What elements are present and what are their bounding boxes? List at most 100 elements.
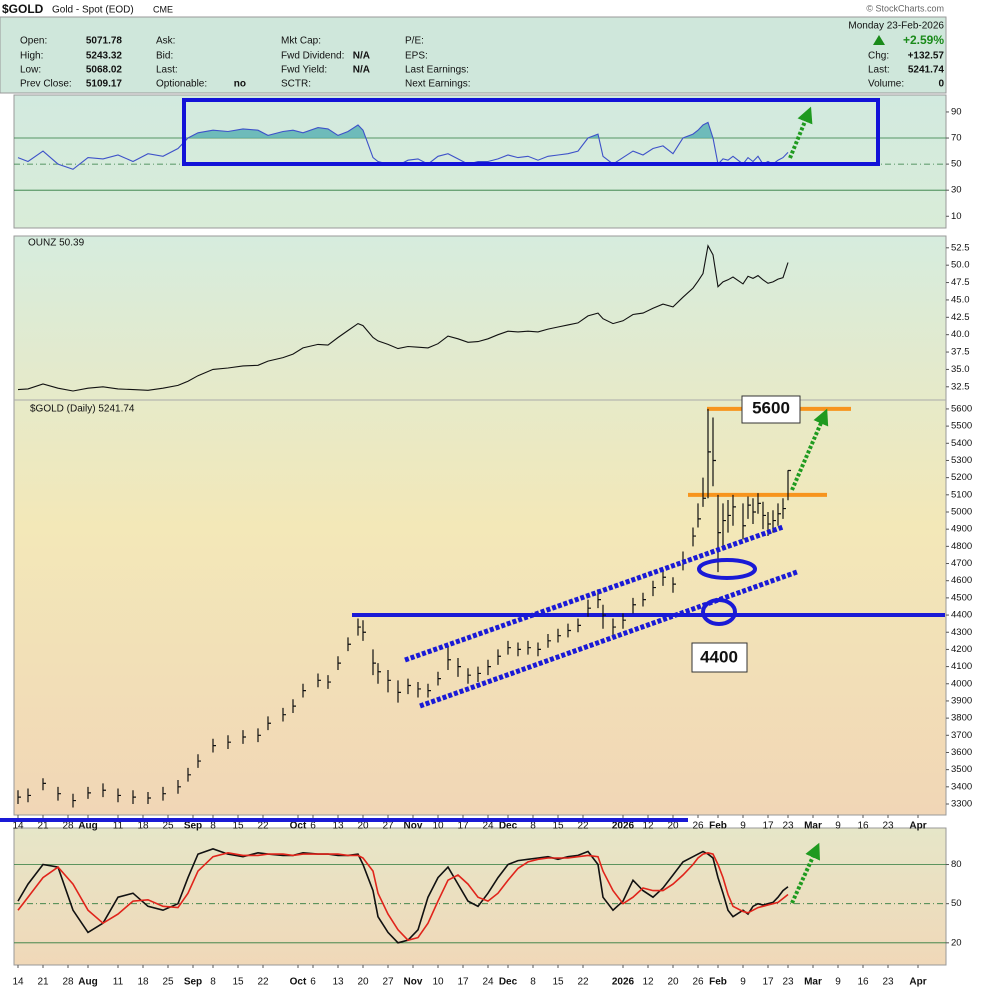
ohlc-bar xyxy=(147,791,151,805)
x-tick-label: 13 xyxy=(332,977,344,988)
x-tick-label: 12 xyxy=(642,821,654,832)
field-label: High: xyxy=(20,51,43,62)
line xyxy=(17,851,789,942)
y-tick-label: 5200 xyxy=(951,472,972,483)
ohlc-bar xyxy=(547,633,551,648)
annotation-label: 5600 xyxy=(752,398,790,417)
ohlc-bar xyxy=(757,493,761,514)
price-panel xyxy=(13,235,947,816)
x-tick-label: 21 xyxy=(37,977,49,988)
label-box xyxy=(741,395,801,424)
ohlc-bar xyxy=(662,570,666,586)
copyright: © StockCharts.com xyxy=(866,3,944,13)
overbought-fill xyxy=(18,122,788,139)
x-tick-label: 9 xyxy=(835,821,841,832)
x-tick-label: 25 xyxy=(162,821,174,832)
x-tick-label: 13 xyxy=(332,821,344,832)
y-tick-label: 45.0 xyxy=(951,294,970,305)
ohlc-bar xyxy=(787,469,791,501)
x-tick-label: 18 xyxy=(137,821,149,832)
field-value: 0 xyxy=(938,79,944,90)
ohlc-bar xyxy=(612,618,616,638)
ohlc-bar xyxy=(407,678,411,695)
ohlc-bar xyxy=(362,620,366,641)
x-tick-label: 8 xyxy=(530,821,536,832)
x-tick-label: Oct xyxy=(290,977,307,988)
y-tick-label: 50 xyxy=(951,898,962,909)
ohlc-bar xyxy=(347,637,351,652)
ohlc-bar xyxy=(702,477,706,507)
x-tick-label: 9 xyxy=(835,977,841,988)
y-tick-label: 4500 xyxy=(951,592,972,603)
channel-lower xyxy=(419,569,798,709)
ohlc-bar xyxy=(87,786,91,799)
x-tick-label: Aug xyxy=(78,977,97,988)
y-tick-label: 3500 xyxy=(951,764,972,775)
x-tick-label: 23 xyxy=(782,977,794,988)
ohlc-bar xyxy=(397,680,401,703)
ohlc-bar xyxy=(177,779,181,794)
ohlc-bar xyxy=(527,640,531,655)
x-tick-label: 17 xyxy=(762,977,774,988)
x-tick-label: 25 xyxy=(162,977,174,988)
ohlc-bar xyxy=(467,668,471,684)
exchange: CME xyxy=(153,4,173,14)
x-tick-label: 9 xyxy=(740,821,746,832)
ohlc-bar xyxy=(257,728,261,743)
x-tick-label: 27 xyxy=(382,821,394,832)
x-tick-label: Sep xyxy=(184,977,202,988)
x-tick-label: 2026 xyxy=(612,977,635,988)
x-tick-label: 2026 xyxy=(612,821,635,832)
ohlc-bar xyxy=(17,790,21,805)
line xyxy=(17,121,789,170)
ohlc-bar xyxy=(417,682,421,698)
arrow xyxy=(790,408,829,491)
ohlc-bar xyxy=(267,716,271,731)
ohlc-bar xyxy=(782,498,786,519)
annotation-label: 4400 xyxy=(700,647,738,666)
x-tick-label: 15 xyxy=(552,821,564,832)
field-label: Fwd Yield: xyxy=(281,65,327,76)
panel-label: OUNZ 50.39 xyxy=(28,238,85,249)
x-tick-label: Dec xyxy=(499,821,518,832)
ohlc-bar xyxy=(692,527,696,547)
ohlc-bar xyxy=(372,649,376,676)
ohlc-bar xyxy=(242,730,246,744)
highlight-box xyxy=(182,98,880,166)
ohlc-bar xyxy=(697,503,701,528)
ohlc-bar xyxy=(117,788,121,803)
x-tick-label: 21 xyxy=(37,821,49,832)
channel-upper xyxy=(404,524,784,663)
ohlc-bar xyxy=(577,618,581,633)
panel-label: $GOLD (Daily) 5241.74 xyxy=(30,404,135,415)
y-tick-label: 32.5 xyxy=(951,381,970,392)
field-label: P/E: xyxy=(405,36,424,47)
x-tick-label: 16 xyxy=(857,977,869,988)
y-tick-label: 4400 xyxy=(951,610,972,621)
x-tick-label: 23 xyxy=(882,977,894,988)
x-tick-label: 10 xyxy=(432,977,444,988)
ohlc-bar xyxy=(187,767,191,782)
x-tick-label: 28 xyxy=(62,821,74,832)
x-tick-label: 17 xyxy=(457,821,469,832)
field-label: Prev Close: xyxy=(20,79,72,90)
x-tick-label: Aug xyxy=(78,821,97,832)
x-tick-label: 10 xyxy=(432,821,444,832)
change-pct: +2.59% xyxy=(903,33,944,47)
ohlc-bar xyxy=(327,675,331,689)
y-tick-label: 4900 xyxy=(951,524,972,535)
y-tick-label: 70 xyxy=(951,133,962,144)
ohlc-bar xyxy=(557,628,561,643)
y-tick-label: 50 xyxy=(951,159,962,170)
ohlc-bar xyxy=(337,656,341,671)
ohlc-bar xyxy=(317,673,321,688)
ohlc-bar xyxy=(707,408,711,499)
ohlc-bar xyxy=(622,613,626,629)
ohlc-bar xyxy=(447,645,451,671)
ohlc-bar xyxy=(587,599,591,617)
y-tick-label: 5600 xyxy=(951,403,972,414)
field-label: Next Earnings: xyxy=(405,79,471,90)
y-tick-label: 4100 xyxy=(951,661,972,672)
x-tick-label: 17 xyxy=(762,821,774,832)
ohlc-bar xyxy=(212,738,216,753)
